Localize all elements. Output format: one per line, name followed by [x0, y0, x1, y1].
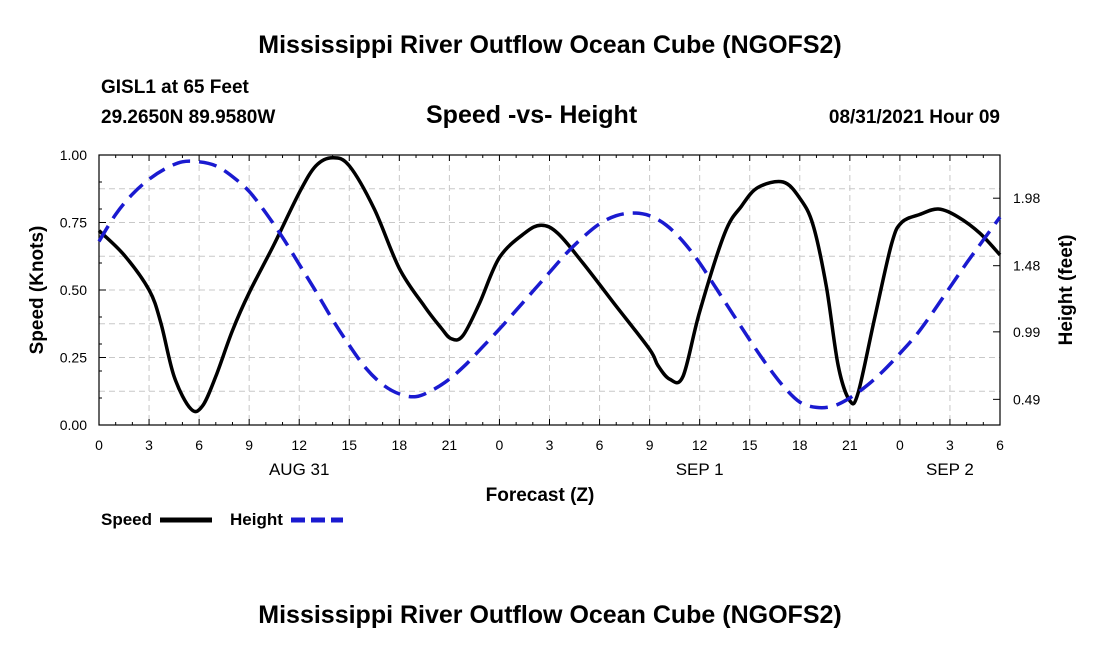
- x-tick-label: 18: [792, 437, 808, 453]
- x-tick-label: 0: [896, 437, 904, 453]
- y-right-tick-label: 0.99: [1013, 324, 1040, 340]
- y-left-tick-label: 0.50: [60, 282, 87, 298]
- forecast-datetime: 08/31/2021 Hour 09: [828, 107, 1000, 128]
- x-tick-label: 18: [392, 437, 408, 453]
- chart-title-top: Mississippi River Outflow Ocean Cube (NG…: [258, 31, 842, 59]
- x-axis-title: Forecast (Z): [486, 485, 595, 506]
- chart-title-bottom: Mississippi River Outflow Ocean Cube (NG…: [258, 601, 842, 629]
- x-tick-label: 3: [546, 437, 554, 453]
- date-label: SEP 2: [926, 460, 974, 479]
- x-tick-label: 0: [496, 437, 504, 453]
- x-tick-label: 12: [291, 437, 307, 453]
- x-tick-label: 9: [245, 437, 253, 453]
- legend-height-label: Height: [230, 510, 283, 529]
- x-tick-label: 15: [742, 437, 758, 453]
- speed-series-line: [97, 155, 1002, 414]
- x-tick-label: 9: [646, 437, 654, 453]
- y-right-tick-label: 0.49: [1013, 391, 1040, 407]
- x-tick-label: 3: [145, 437, 153, 453]
- y-left-tick-label: 0.75: [60, 215, 87, 231]
- x-tick-label: 21: [442, 437, 458, 453]
- x-tick-label: 3: [946, 437, 954, 453]
- y-axis-title-right: Height (feet): [1056, 235, 1077, 346]
- x-tick-label: 6: [596, 437, 604, 453]
- y-left-tick-label: 0.25: [60, 350, 87, 366]
- date-label: AUG 31: [269, 460, 329, 479]
- x-tick-label: 6: [195, 437, 203, 453]
- date-label: SEP 1: [676, 460, 724, 479]
- y-left-tick-label: 1.00: [60, 147, 87, 163]
- x-tick-label: 21: [842, 437, 858, 453]
- x-tick-label: 12: [692, 437, 708, 453]
- chart-subtitle: Speed -vs- Height: [426, 101, 638, 129]
- x-tick-label: 6: [996, 437, 1004, 453]
- legend-speed-label: Speed: [101, 510, 152, 529]
- station-coordinates: 29.2650N 89.9580W: [101, 107, 276, 128]
- height-series-line: [97, 159, 1002, 410]
- y-left-tick-label: 0.00: [60, 417, 87, 433]
- station-label: GISL1 at 65 Feet: [101, 77, 249, 98]
- x-tick-label: 15: [341, 437, 357, 453]
- y-axis-title-left: Speed (Knots): [27, 226, 48, 355]
- y-right-tick-label: 1.98: [1013, 190, 1040, 206]
- x-tick-label: 0: [95, 437, 103, 453]
- y-right-tick-label: 1.48: [1013, 258, 1040, 274]
